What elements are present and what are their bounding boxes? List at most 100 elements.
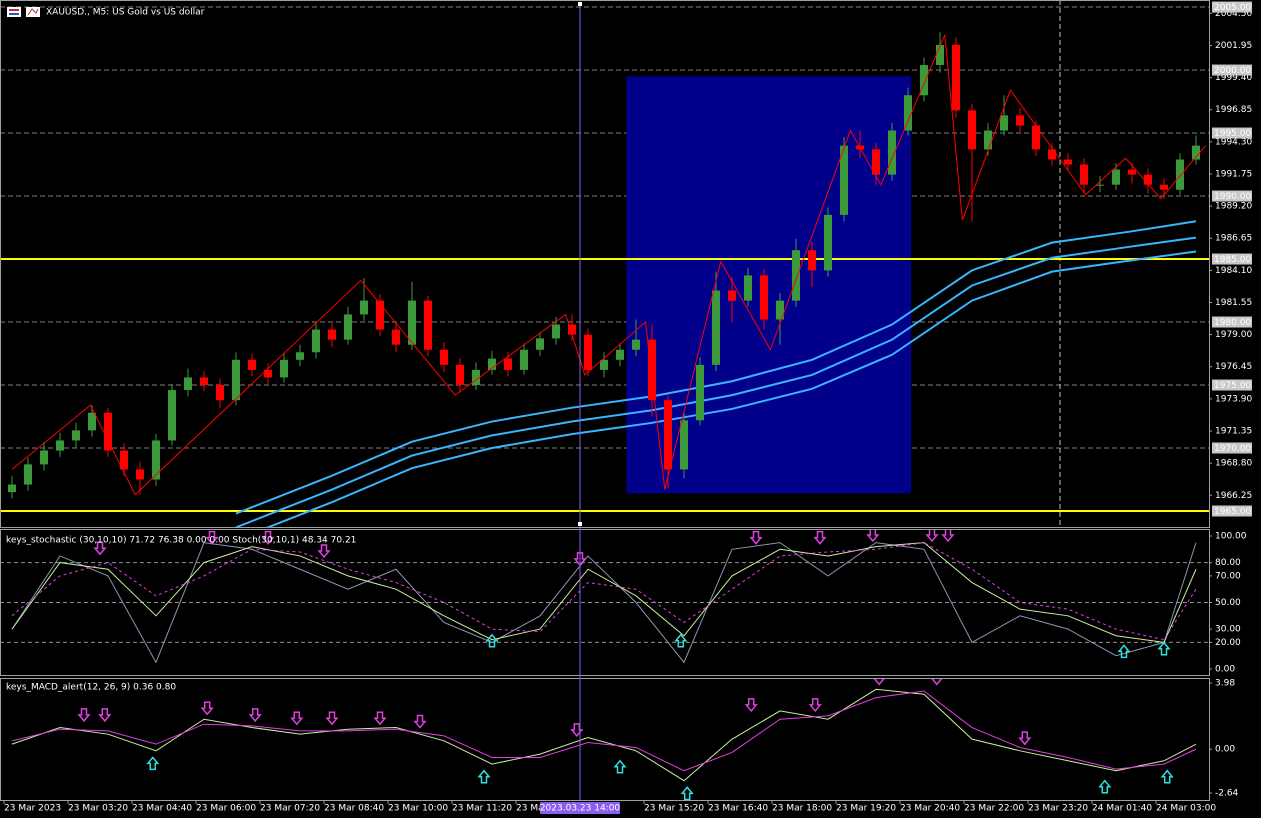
signal-arrow-down xyxy=(317,544,331,559)
y-tick-label: 2004.50 xyxy=(1215,9,1252,19)
candle-body xyxy=(984,130,992,150)
signal-arrow-down xyxy=(873,679,885,686)
candle-body xyxy=(392,329,400,345)
candle-body xyxy=(56,440,64,451)
signal-arrow-down xyxy=(261,530,275,545)
signal-arrow-down xyxy=(290,711,304,726)
main-plot xyxy=(1,1,1209,527)
y-tick-label: 1971.35 xyxy=(1215,426,1252,436)
signal-arrow-down xyxy=(77,708,91,723)
y-tick-label: 1991.75 xyxy=(1215,169,1252,179)
overlay xyxy=(578,2,582,800)
y-tick-label: 1984.10 xyxy=(1215,266,1252,276)
signal-arrow-up xyxy=(477,769,491,784)
candle-body xyxy=(536,338,544,350)
level-label-box xyxy=(1212,190,1252,202)
candle-body xyxy=(792,250,800,301)
candle-body xyxy=(632,339,640,350)
candle-body xyxy=(488,358,496,370)
x-tick-label: 23 Mar 22:00 xyxy=(964,804,1024,814)
candle-body xyxy=(520,349,528,370)
candle-body xyxy=(216,385,224,401)
level-label-box xyxy=(1212,64,1252,76)
signal-arrow-up xyxy=(1160,769,1174,784)
x-tick-label: 23 Mar 04:40 xyxy=(132,804,192,814)
candle-body xyxy=(376,300,384,330)
indicator-line xyxy=(11,542,1197,641)
signal-arrow-down xyxy=(200,701,214,716)
chart-title: XAUUSD., M5: US Gold vs US dollar xyxy=(46,8,205,18)
level-label: 1995.00 xyxy=(1214,129,1251,139)
x-tick-label: 23 Mar 20:40 xyxy=(900,804,960,814)
candle-body xyxy=(136,469,144,480)
candle-body xyxy=(920,65,928,96)
candle-body xyxy=(72,430,80,441)
symbol-icons xyxy=(7,7,40,17)
candle-body xyxy=(824,214,832,271)
candle-body xyxy=(696,364,704,421)
candle-body xyxy=(184,377,192,391)
candle-body xyxy=(120,450,128,470)
candle-body xyxy=(456,364,464,386)
candle-body xyxy=(1016,115,1024,126)
crosshair-handle xyxy=(578,522,582,526)
stoch-title: keys_stochastic (30,10,10) 71.72 76.38 0… xyxy=(6,536,356,546)
candle-body xyxy=(936,44,944,66)
candle-body xyxy=(8,484,16,493)
y-tick-label: 1999.40 xyxy=(1215,73,1252,83)
signal-arrow-down xyxy=(866,530,880,543)
candle-body xyxy=(840,145,848,215)
candle-body xyxy=(760,275,768,320)
candle-body xyxy=(152,440,160,480)
candle-body xyxy=(552,324,560,339)
x-tick-label: 23 Mar 11:20 xyxy=(452,804,512,814)
y-tick-label: 1973.90 xyxy=(1215,394,1252,404)
signal-arrow-down xyxy=(931,679,943,686)
level-label-box xyxy=(1212,127,1252,139)
y-tick-label: 3.98 xyxy=(1215,678,1235,688)
signal-arrow-down xyxy=(1018,731,1032,746)
candle-body xyxy=(1096,184,1104,186)
candle-body xyxy=(1192,145,1200,160)
x-tick-label: 23 Mar 18:00 xyxy=(772,804,832,814)
x-tick-label: 23 Mar 10:00 xyxy=(388,804,448,814)
y-tick-label: 80.00 xyxy=(1215,558,1241,568)
candle-body xyxy=(1048,149,1056,160)
x-tick-label: 23 Mar 08:40 xyxy=(324,804,384,814)
level-label: 2005.00 xyxy=(1214,3,1251,13)
candle-body xyxy=(776,300,784,320)
crosshair-label-box xyxy=(540,802,620,814)
y-tick-label: 1979.00 xyxy=(1215,330,1252,340)
candle-body xyxy=(584,334,592,370)
candle-body xyxy=(680,420,688,470)
signal-arrow-up xyxy=(1098,779,1112,794)
moving-average xyxy=(235,220,1197,515)
moving-average xyxy=(235,236,1197,527)
candle-body xyxy=(648,339,656,401)
zigzag xyxy=(11,34,1206,496)
x-tick-label: 23 Mar 03:20 xyxy=(68,804,128,814)
candle-body xyxy=(104,412,112,451)
candle-body xyxy=(712,290,720,365)
macd-panel-frame xyxy=(0,678,1210,801)
x-tick-label: 23 Mar 16:40 xyxy=(708,804,768,814)
candle-body xyxy=(248,359,256,370)
crosshair-handle xyxy=(578,2,582,6)
signal-arrow-up xyxy=(674,633,688,648)
candle-body xyxy=(664,400,672,470)
signal-arrow-down xyxy=(98,708,112,723)
signal-arrow-up xyxy=(1157,641,1171,656)
candle-body xyxy=(344,314,352,340)
level-label-box xyxy=(1212,442,1252,454)
y-tick-label: 20.00 xyxy=(1215,638,1241,648)
y-tick-label: 2001.95 xyxy=(1215,41,1252,51)
signal-arrow-up xyxy=(613,759,627,774)
x-tick-label: 23 Mar 06:00 xyxy=(196,804,256,814)
signal-arrow-down xyxy=(941,530,955,543)
signal-arrow-down xyxy=(808,698,822,713)
candle-body xyxy=(328,329,336,340)
candle-body xyxy=(472,369,480,386)
signal-arrow-down xyxy=(573,552,587,567)
signal-arrow-down xyxy=(570,723,584,738)
candle-body xyxy=(408,300,416,345)
